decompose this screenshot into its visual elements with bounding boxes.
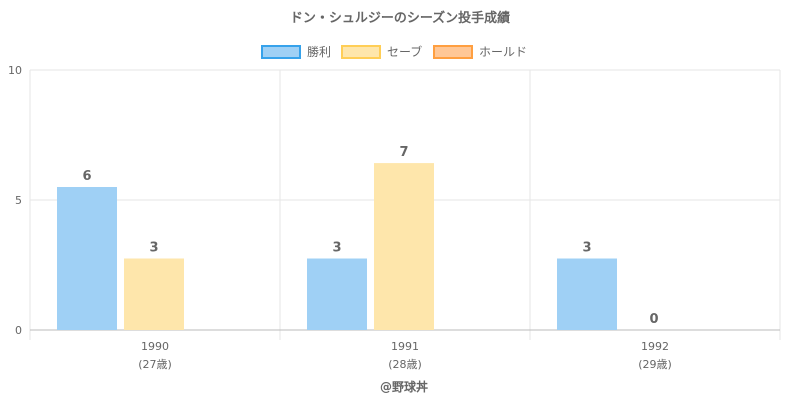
x-axis: 1990 (27歳) 1991 (28歳) 1992 (29歳) bbox=[30, 329, 780, 371]
chart-title: ドン・シュルジーのシーズン投手成績 bbox=[290, 10, 510, 26]
bars[interactable] bbox=[57, 163, 617, 330]
credit-text: @野球丼 bbox=[380, 379, 428, 394]
legend-swatch bbox=[433, 45, 473, 59]
bar-1-0[interactable] bbox=[124, 258, 184, 331]
data-label-0-0: 6 bbox=[82, 169, 91, 184]
legend-label: セーブ bbox=[387, 44, 422, 59]
data-label-1-1: 7 bbox=[399, 145, 408, 160]
x-tick-sublabel-1: (28歳) bbox=[388, 358, 422, 371]
legend-swatch bbox=[341, 45, 381, 59]
data-label-0-1: 3 bbox=[332, 241, 341, 256]
y-axis: 0 5 10 bbox=[8, 64, 22, 337]
legend-label: 勝利 bbox=[307, 44, 331, 59]
data-labels: 6 3 3 3 7 0 bbox=[82, 145, 658, 327]
legend-item-1[interactable]: セーブ bbox=[341, 44, 422, 59]
bar-1-1[interactable] bbox=[374, 163, 434, 330]
bar-0-1[interactable] bbox=[307, 258, 367, 331]
legend-label: ホールド bbox=[479, 45, 527, 59]
y-tick-label-0: 0 bbox=[15, 324, 22, 337]
x-tick-sublabel-0: (27歳) bbox=[138, 358, 172, 371]
y-tick-label-2: 10 bbox=[8, 64, 22, 77]
legend-item-2[interactable]: ホールド bbox=[433, 45, 527, 59]
x-tick-label-2: 1992 bbox=[641, 340, 669, 353]
data-label-1-0: 3 bbox=[149, 241, 158, 256]
x-tick-label-0: 1990 bbox=[141, 340, 169, 353]
bar-0-0[interactable] bbox=[57, 187, 117, 330]
y-tick-label-1: 5 bbox=[15, 194, 22, 207]
data-label-0-2: 3 bbox=[582, 241, 591, 256]
legend-item-0[interactable]: 勝利 bbox=[261, 44, 331, 59]
bar-0-2[interactable] bbox=[557, 258, 617, 331]
data-label-1-2: 0 bbox=[649, 312, 658, 327]
x-tick-sublabel-2: (29歳) bbox=[638, 358, 672, 371]
legend[interactable]: 勝利 セーブ ホールド bbox=[261, 44, 527, 59]
x-tick-label-1: 1991 bbox=[391, 340, 419, 353]
legend-swatch bbox=[261, 45, 301, 59]
